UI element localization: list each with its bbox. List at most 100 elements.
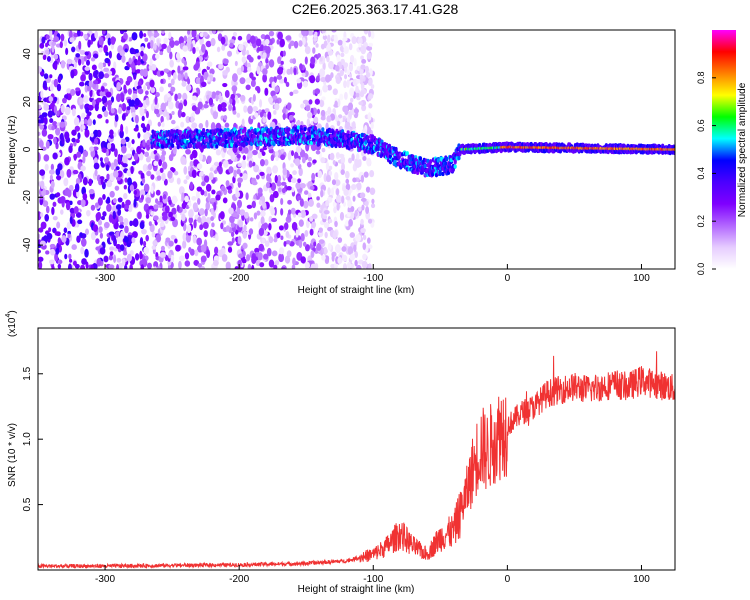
heatmap-cell	[58, 264, 61, 269]
heatmap-cell	[56, 175, 61, 180]
heatmap-cell	[58, 237, 61, 244]
heatmap-cell	[141, 229, 147, 235]
heatmap-cell	[358, 101, 363, 105]
heatmap-cell	[252, 181, 258, 185]
heatmap-cell	[321, 116, 326, 120]
heatmap-cell	[98, 62, 103, 69]
heatmap-cell	[248, 264, 252, 272]
heatmap-cell	[266, 46, 271, 54]
heatmap-cell	[128, 58, 132, 65]
heatmap-cell	[291, 208, 296, 215]
heatmap-cell	[262, 117, 266, 123]
heatmap-cell	[143, 247, 149, 254]
heatmap-cell	[244, 212, 249, 219]
heatmap-cell	[124, 226, 129, 234]
heatmap-cell	[273, 238, 277, 242]
heatmap-cell	[295, 182, 301, 189]
heatmap-cell	[242, 173, 247, 180]
heatmap-cell	[86, 60, 90, 66]
heatmap-cell	[314, 126, 317, 130]
heatmap-cell	[55, 128, 60, 136]
heatmap-cell	[316, 203, 320, 208]
heatmap-cell	[101, 216, 105, 220]
heatmap-cell	[247, 105, 253, 114]
heatmap-cell	[233, 170, 236, 178]
heatmap-cell	[199, 224, 203, 230]
heatmap-cell	[84, 119, 88, 124]
heatmap-cell	[257, 55, 260, 59]
heatmap-cell	[215, 194, 220, 200]
heatmap-cell	[67, 222, 71, 230]
heatmap-cell	[232, 73, 238, 82]
heatmap-cell	[201, 255, 207, 262]
heatmap-cell	[240, 95, 245, 102]
heatmap-cell	[67, 59, 73, 65]
heatmap-cell	[142, 116, 145, 122]
heatmap-cell	[203, 104, 209, 108]
heatmap-cell	[145, 91, 149, 96]
heatmap-cell	[313, 37, 317, 41]
heatmap-cell	[287, 102, 291, 110]
heatmap-cell	[145, 197, 151, 203]
heatmap-cell	[363, 235, 366, 240]
heatmap-cell	[310, 57, 315, 65]
heatmap-cell	[143, 126, 147, 132]
heatmap-cell	[141, 195, 144, 201]
heatmap-cell	[260, 111, 263, 117]
heatmap-cell	[227, 51, 232, 57]
heatmap-cell	[253, 94, 256, 102]
heatmap-cell	[259, 244, 265, 251]
heatmap-cell	[161, 44, 167, 49]
heatmap-cell	[243, 225, 246, 232]
heatmap-cell	[144, 152, 149, 157]
heatmap-cell	[210, 198, 216, 202]
heatmap-cell	[273, 191, 279, 198]
heatmap-cell	[123, 251, 127, 255]
heatmap-cell	[104, 222, 110, 228]
heatmap-cell	[210, 229, 214, 238]
heatmap-cell	[207, 61, 212, 67]
heatmap-cell	[153, 161, 157, 166]
heatmap-cell	[354, 108, 359, 113]
heatmap-cell	[87, 118, 92, 126]
heatmap-cell	[314, 31, 317, 36]
heatmap-cell	[102, 96, 107, 103]
heatmap-cell	[39, 169, 45, 176]
heatmap-cell	[311, 222, 316, 228]
heatmap-cell	[269, 236, 273, 243]
heatmap-cell	[246, 85, 251, 91]
heatmap-cell	[71, 138, 76, 143]
heatmap-cell	[194, 249, 198, 256]
heatmap-cell	[138, 88, 144, 94]
heatmap-cell	[196, 77, 201, 84]
heatmap-cell	[256, 66, 260, 75]
heatmap-cell	[238, 44, 244, 51]
heatmap-cell	[133, 190, 137, 195]
heatmap-cell	[246, 254, 250, 261]
heatmap-cell	[50, 249, 55, 256]
heatmap-cell	[205, 208, 208, 216]
heatmap-cell	[98, 47, 102, 52]
heatmap-cell	[197, 163, 202, 169]
heatmap-cell	[160, 79, 163, 84]
heatmap-cell	[120, 50, 126, 56]
heatmap-cell	[322, 85, 328, 93]
heatmap-cell	[61, 137, 64, 145]
heatmap-cell	[236, 169, 240, 175]
heatmap-cell	[360, 91, 364, 97]
heatmap-cell	[76, 139, 80, 144]
heatmap-cell	[162, 150, 167, 156]
heatmap-cell	[207, 77, 210, 82]
heatmap-cell	[290, 67, 293, 75]
heatmap-cell	[319, 99, 323, 107]
heatmap-cell	[315, 88, 320, 94]
heatmap-cell	[122, 114, 126, 121]
heatmap-cell	[259, 200, 263, 205]
heatmap-cell	[223, 197, 228, 203]
heatmap-cell	[51, 125, 54, 130]
heatmap-cell	[336, 202, 339, 210]
heatmap-cell	[174, 171, 178, 175]
heatmap-cell	[102, 82, 107, 86]
heatmap-cell	[276, 75, 282, 80]
heatmap-cell	[287, 200, 292, 205]
